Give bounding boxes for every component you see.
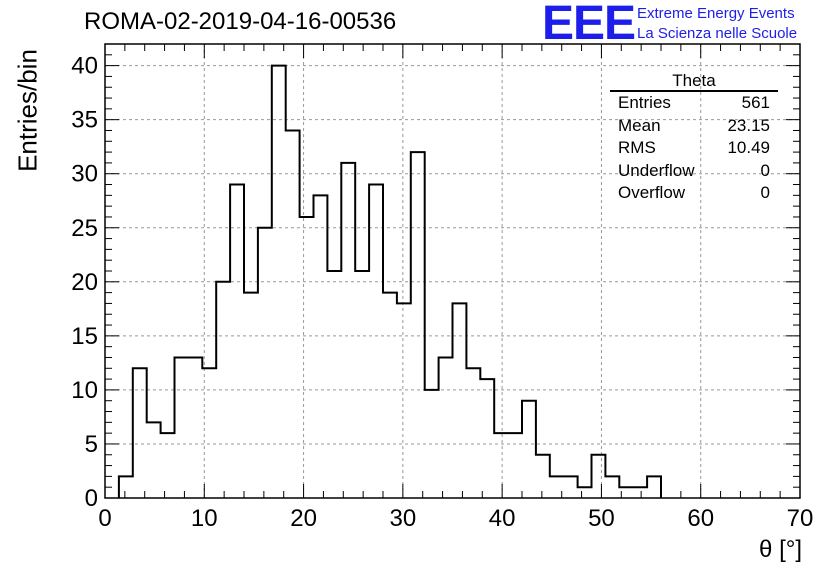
histogram-bin (202, 368, 216, 498)
x-tick-label: 30 (390, 505, 417, 532)
histogram-bin (258, 228, 272, 498)
histogram-bin (633, 487, 647, 498)
stats-label: Entries (618, 93, 671, 112)
x-tick-label: 40 (489, 505, 516, 532)
histogram-bin (133, 368, 147, 498)
stats-value: 10.49 (727, 138, 770, 157)
histogram-bin (119, 476, 133, 498)
histogram-bin (161, 433, 175, 498)
stats-box: Theta Entries 561 Mean 23.15 RMS 10.49 U… (610, 72, 778, 205)
histogram-bin (216, 282, 230, 498)
histogram-bin (314, 195, 328, 498)
histogram-bin (466, 368, 480, 498)
y-tick-label: 35 (71, 107, 98, 134)
y-tick-label: 20 (71, 269, 98, 296)
stats-label: RMS (618, 138, 656, 157)
histogram-bin (355, 271, 369, 498)
histogram-bin (508, 433, 522, 498)
histogram-bin (480, 379, 494, 498)
histogram-bin (411, 152, 425, 498)
histogram-bin (494, 433, 508, 498)
x-tick-label: 0 (98, 505, 111, 532)
y-tick-label: 40 (71, 53, 98, 80)
x-tick-label: 10 (191, 505, 218, 532)
stats-header: Theta (610, 72, 778, 92)
stats-label: Underflow (618, 160, 695, 180)
eee-logo-text: Extreme Energy Events La Scienza nelle S… (637, 4, 797, 44)
histogram-bin (605, 476, 619, 498)
histogram-bin (564, 476, 578, 498)
histogram-bin (341, 163, 355, 498)
histogram-bin (188, 357, 202, 498)
stats-row-overflow: Overflow 0 (610, 182, 778, 205)
histogram-bin (369, 185, 383, 498)
histogram-bin (300, 217, 314, 498)
histogram-bin (230, 185, 244, 498)
y-axis-label: Entries/bin (12, 49, 43, 172)
y-tick-label: 10 (71, 377, 98, 404)
histogram-bin (397, 303, 411, 498)
x-tick-label: 20 (290, 505, 317, 532)
stats-row-rms: RMS 10.49 (610, 137, 778, 160)
histogram-bin (244, 293, 258, 498)
stats-value: 0 (760, 183, 770, 202)
histogram-bin (578, 487, 592, 498)
histogram-bin (425, 390, 439, 498)
stats-row-entries: Entries 561 (610, 92, 778, 115)
x-axis-label: θ [°] (759, 536, 802, 563)
y-tick-label: 15 (71, 323, 98, 350)
eee-line-1: Extreme Energy Events (637, 5, 795, 22)
x-tick-label: 70 (787, 505, 814, 532)
stats-label: Mean (618, 115, 661, 135)
histogram-bin (147, 422, 161, 498)
histogram-bin (272, 66, 286, 498)
histogram-bin (286, 130, 300, 498)
histogram-bin (592, 455, 606, 498)
y-tick-label: 5 (85, 431, 98, 458)
chart-title: ROMA-02-2019-04-16-00536 (84, 8, 397, 35)
x-tick-label: 50 (588, 505, 615, 532)
histogram-bin (327, 271, 341, 498)
histogram-bin (175, 357, 189, 498)
y-tick-label: 0 (85, 485, 98, 512)
histogram-bin (453, 303, 467, 498)
stats-row-mean: Mean 23.15 (610, 115, 778, 138)
eee-logo: EEE (542, 0, 636, 50)
eee-line-2: La Scienza nelle Scuole (637, 25, 798, 42)
histogram-bin (647, 476, 661, 498)
histogram-bin (383, 293, 397, 498)
stats-value: 23.15 (727, 115, 770, 135)
y-tick-label: 30 (71, 161, 98, 188)
x-tick-label: 60 (687, 505, 714, 532)
histogram-bin (439, 357, 453, 498)
histogram-outline (117, 64, 662, 498)
y-tick-label: 25 (71, 215, 98, 242)
stats-value: 0 (760, 160, 770, 180)
stats-row-underflow: Underflow 0 (610, 160, 778, 183)
stats-label: Overflow (618, 183, 686, 202)
histogram-bin (536, 455, 550, 498)
stats-value: 561 (741, 93, 770, 112)
histogram-bin (522, 401, 536, 498)
